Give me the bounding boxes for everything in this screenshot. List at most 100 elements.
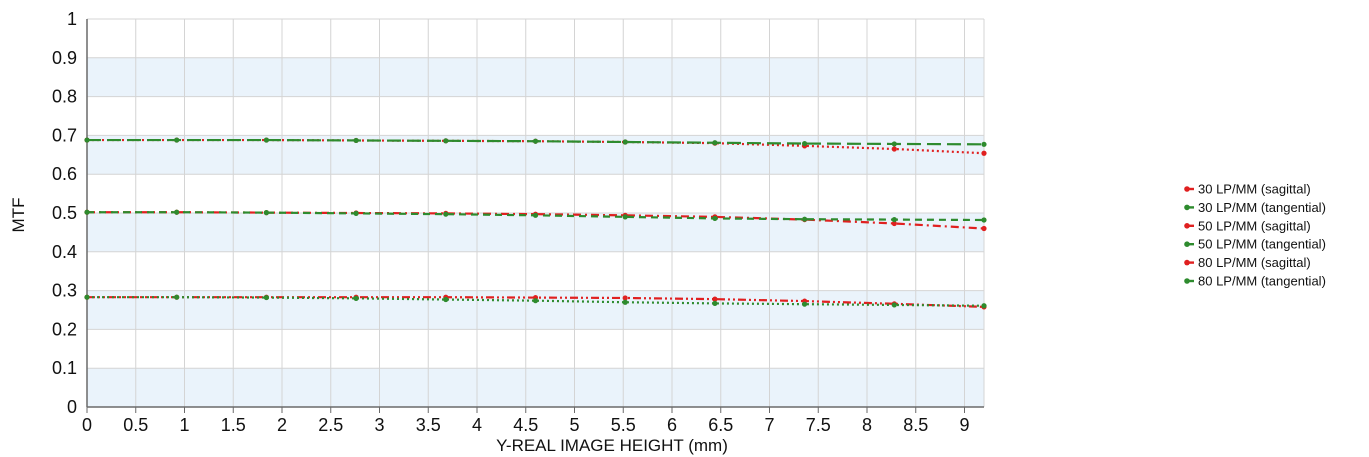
data-point [712, 300, 718, 307]
y-tick-label: 0.3 [52, 281, 77, 301]
legend-marker [1184, 223, 1190, 229]
series-2 [84, 137, 987, 147]
x-tick-label: 5 [569, 415, 579, 435]
x-tick-label: 0.5 [123, 415, 148, 435]
legend: 30 LP/MM (sagittal) 30 LP/MM (tangential)… [1184, 182, 1326, 289]
legend-item: 50 LP/MM (sagittal) [1184, 218, 1311, 233]
x-tick-label: 6 [667, 415, 677, 435]
data-point [532, 138, 539, 144]
data-point [981, 141, 987, 147]
legend-item: 30 LP/MM (tangential) [1184, 200, 1326, 215]
y-tick-label: 0.6 [52, 164, 77, 184]
x-tick-label: 3 [374, 415, 384, 435]
data-point [891, 302, 897, 308]
data-point [622, 299, 628, 305]
y-tick-label: 1 [67, 9, 77, 29]
legend-label: 50 LP/MM (tangential) [1198, 237, 1326, 252]
data-point [174, 294, 180, 300]
legend-marker [1184, 259, 1190, 266]
legend-marker [1184, 186, 1190, 192]
data-point [84, 294, 90, 300]
legend-marker [1184, 241, 1190, 247]
data-point [981, 303, 987, 309]
data-point [981, 150, 987, 156]
x-axis-label: Y-REAL IMAGE HEIGHT (mm) [496, 436, 728, 455]
data-point [712, 215, 718, 222]
legend-marker [1184, 278, 1190, 284]
data-point [802, 216, 808, 222]
series-6 [84, 294, 987, 309]
data-point [263, 210, 269, 216]
legend-marker [1184, 204, 1190, 211]
x-tick-label: 4.5 [513, 415, 538, 435]
data-point [891, 141, 897, 147]
legend-item: 80 LP/MM (sagittal) [1184, 255, 1311, 270]
x-tick-label: 7.5 [806, 415, 831, 435]
x-tick-label: 7 [764, 415, 774, 435]
x-tick-label: 1.5 [221, 415, 246, 435]
y-tick-label: 0.9 [52, 48, 77, 68]
x-tick-label: 9 [959, 415, 969, 435]
data-point [84, 137, 90, 143]
x-tick-label: 2.5 [318, 415, 343, 435]
y-tick-label: 0.8 [52, 87, 77, 107]
x-tick-label: 1 [179, 415, 189, 435]
x-tick-label: 4 [472, 415, 482, 435]
y-axis-label: MTF [9, 198, 28, 233]
data-point [891, 146, 897, 152]
y-tick-label: 0.2 [52, 319, 77, 339]
legend-label: 80 LP/MM (sagittal) [1198, 255, 1311, 270]
legend-label: 80 LP/MM (tangential) [1198, 274, 1326, 289]
data-point [443, 296, 449, 303]
y-tick-label: 0.4 [52, 242, 77, 262]
data-point [802, 301, 808, 307]
data-point [353, 295, 359, 301]
y-tick-label: 0 [67, 397, 77, 417]
legend-label: 30 LP/MM (sagittal) [1198, 182, 1311, 197]
x-tick-label: 8 [862, 415, 872, 435]
y-tick-label: 0.1 [52, 358, 77, 378]
data-point [891, 216, 897, 223]
data-point [443, 138, 449, 144]
data-point [443, 211, 449, 217]
data-point [84, 209, 90, 215]
series-group [84, 137, 987, 310]
data-point [174, 137, 180, 143]
data-point [532, 212, 539, 218]
legend-item: 80 LP/MM (tangential) [1184, 274, 1326, 289]
data-point [891, 220, 897, 227]
legend-label: 50 LP/MM (sagittal) [1198, 218, 1311, 233]
data-point [174, 209, 180, 215]
legend-item: 30 LP/MM (sagittal) [1184, 182, 1311, 197]
data-point [622, 214, 628, 220]
data-point [353, 137, 359, 144]
data-point [353, 210, 359, 216]
data-point [622, 139, 628, 145]
data-point [263, 294, 269, 301]
background-band [87, 368, 984, 407]
y-tick-label: 0.5 [52, 203, 77, 223]
data-point [802, 140, 808, 147]
background-bands [87, 57, 984, 407]
data-point [712, 296, 718, 302]
x-tick-label: 5.5 [611, 415, 636, 435]
data-point [532, 298, 539, 304]
series-4 [84, 209, 987, 223]
x-tick-label: 8.5 [903, 415, 928, 435]
y-tick-label: 0.7 [52, 125, 77, 145]
legend-item: 50 LP/MM (tangential) [1184, 237, 1326, 252]
data-point [712, 140, 718, 146]
x-tick-label: 0 [82, 415, 92, 435]
x-tick-label: 2 [277, 415, 287, 435]
tick-labels: 0 0.5 1 1.5 2 2.5 3 3.5 4 4.5 5 5.5 6 6.5 7 7.5 8 8.5 9 0 0.… [52, 9, 970, 435]
x-tick-label: 3.5 [416, 415, 441, 435]
background-band [87, 57, 984, 97]
data-point [263, 137, 269, 143]
legend-label: 30 LP/MM (tangential) [1198, 200, 1326, 215]
x-tick-label: 6.5 [708, 415, 733, 435]
data-point [981, 225, 987, 232]
data-point [622, 295, 628, 301]
data-point [981, 217, 987, 223]
